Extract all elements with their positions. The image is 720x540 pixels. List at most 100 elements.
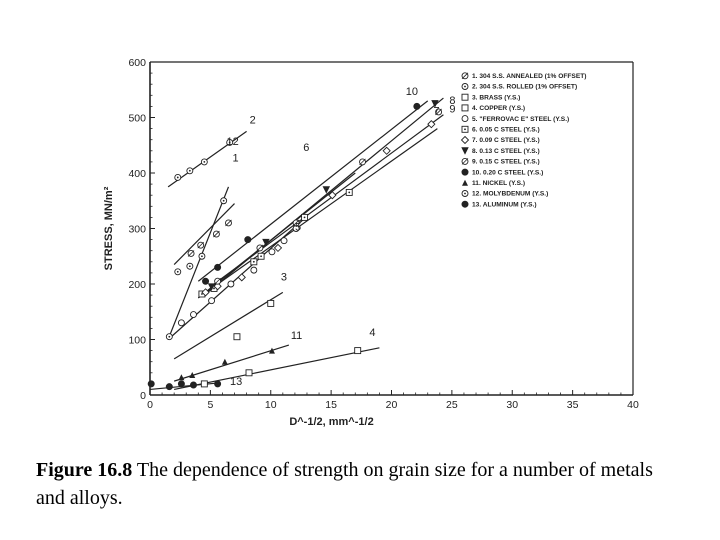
data-point-series-5 [190, 311, 197, 318]
data-point-series-10 [244, 236, 252, 244]
data-point-series-12-dot [201, 255, 203, 258]
x-tick-label: 15 [325, 399, 337, 411]
data-point-series-6-dot [213, 287, 215, 290]
y-tick-label: 300 [128, 224, 146, 236]
x-tick-label: 20 [386, 399, 398, 411]
data-point-series-13 [147, 380, 155, 388]
data-point-series-5 [208, 297, 216, 305]
data-point-series-13 [165, 383, 173, 391]
y-tick-label: 600 [128, 57, 146, 69]
data-point-series-1-slash [213, 230, 220, 238]
data-point-series-6-dot [252, 260, 255, 263]
legend-entry-6: 6. 0.05 C STEEL (Y.S.) [472, 127, 540, 134]
data-point-series-8 [262, 238, 270, 247]
data-point-series-7 [213, 282, 222, 291]
data-point-series-9-slash [435, 108, 442, 116]
data-point-series-2-dot [228, 141, 231, 144]
data-point-series-9-slash [359, 158, 366, 166]
data-point-series-13 [214, 380, 222, 388]
data-points [147, 100, 443, 391]
x-tick-label: 35 [567, 399, 579, 411]
fit-line-8 [203, 97, 444, 296]
data-point-series-3 [267, 299, 275, 307]
fit-line-7 [197, 128, 438, 299]
line-label-11: 11 [291, 330, 302, 342]
data-point-series-6-dot [260, 255, 262, 258]
legend-marker-5 [461, 115, 469, 123]
data-point-series-7 [273, 243, 283, 253]
data-point-series-1-slash [225, 219, 232, 227]
line-label-4: 4 [369, 327, 375, 339]
y-axis-label: STRESS, MN/m² [103, 186, 115, 270]
legend-entry-8: 8. 0.13 C STEEL (Y.S.) [472, 148, 540, 155]
data-point-series-2-dot [176, 176, 179, 179]
data-point-series-13 [189, 381, 197, 389]
legend-entry-11: 11. NICKEL (Y.S.) [472, 180, 525, 187]
legend-entry-7: 7. 0.09 C STEEL (Y.S.) [472, 137, 540, 144]
x-axis-label: D^-1/2, mm^-1/2 [289, 416, 373, 428]
fit-line-3 [173, 291, 284, 360]
data-point-series-7 [382, 146, 391, 155]
legend-entry-5: 5. "FERROVAC E" STEEL (Y.S.) [472, 116, 569, 123]
fit-line-13 [149, 382, 221, 391]
x-tick-label: 40 [627, 399, 639, 411]
line-label-3: 3 [281, 271, 287, 283]
line-label-6: 6 [303, 142, 309, 154]
fit-line-10 [197, 100, 429, 282]
legend-entry-4: 4. COPPER (Y.S.) [472, 105, 525, 112]
data-point-series-12-dot [222, 199, 225, 202]
line-label-1: 1 [233, 153, 239, 165]
legend-marker-4 [461, 104, 469, 112]
data-point-series-9-slash [256, 244, 264, 252]
data-point-series-1-slash [187, 250, 195, 257]
y-tick-label: 100 [128, 335, 146, 347]
legend-entry-2: 2. 304 S.S. ROLLED (1% OFFSET) [472, 84, 577, 91]
chart-legend: 1. 304 S.S. ANNEALED (1% OFFSET) 2. 304 S… [460, 72, 586, 208]
data-point-series-8 [207, 283, 216, 291]
line-label-13: 13 [230, 376, 242, 388]
data-point-series-11 [189, 372, 196, 379]
data-point-series-7 [237, 273, 246, 282]
legend-entry-9: 9. 0.15 C STEEL (Y.S.) [472, 159, 540, 166]
data-point-series-8 [431, 100, 439, 108]
data-point-series-10 [202, 277, 210, 285]
legend-marker-12-dot [464, 192, 466, 195]
fit-line-9 [210, 114, 444, 288]
legend-entry-12: 12. MOLYBDENUM (Y.S.) [472, 191, 548, 198]
fit-line-4 [174, 347, 380, 391]
data-point-series-5 [177, 319, 185, 327]
data-point-series-11 [221, 358, 228, 365]
legend-marker-2-dot [464, 85, 466, 88]
y-tick-label: 200 [128, 279, 146, 291]
line-label-9: 9 [449, 104, 455, 116]
data-point-series-11 [178, 374, 185, 381]
data-point-series-10 [214, 263, 222, 271]
data-point-series-1-slash [197, 241, 204, 249]
data-point-series-7 [328, 191, 337, 200]
fit-lines [149, 97, 444, 391]
legend-marker-7 [460, 135, 470, 145]
x-tick-label: 0 [147, 399, 153, 411]
data-point-series-2-dot [203, 161, 206, 163]
x-tick-label: 5 [207, 399, 213, 411]
data-point-series-11 [268, 347, 275, 354]
data-point-series-12-dot [168, 335, 171, 338]
caption-text: The dependence of strength on grain size… [36, 459, 653, 509]
legend-marker-10 [461, 168, 469, 176]
data-point-series-6-dot [303, 216, 306, 219]
data-point-series-10 [413, 102, 421, 110]
data-point-series-5 [227, 280, 235, 288]
line-label-5: 5 [295, 221, 301, 233]
data-point-series-5 [250, 266, 258, 274]
data-point-series-2-dot [188, 169, 191, 172]
legend-marker-6-dot [464, 128, 466, 131]
legend-marker-11 [462, 179, 468, 186]
data-point-series-4 [200, 380, 208, 388]
legend-entry-10: 10. 0.20 C STEEL (Y.S.) [472, 169, 543, 176]
figure-caption: Figure 16.8 The dependence of strength o… [36, 456, 686, 512]
x-tick-label: 10 [265, 399, 277, 411]
data-point-series-5 [280, 237, 288, 245]
